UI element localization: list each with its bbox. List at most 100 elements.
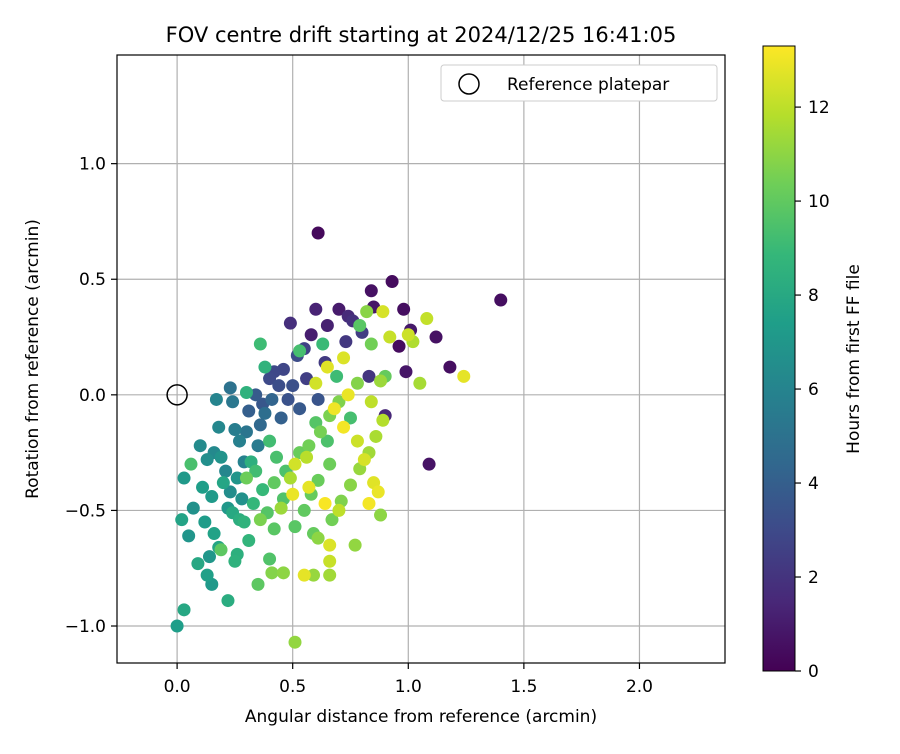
scatter-point bbox=[494, 293, 508, 307]
scatter-point bbox=[251, 439, 265, 453]
scatter-point bbox=[200, 568, 214, 582]
scatter-point bbox=[323, 538, 337, 552]
scatter-point bbox=[302, 439, 316, 453]
scatter-point bbox=[332, 503, 346, 517]
scatter-point bbox=[177, 603, 191, 617]
colorbar-tick-label: 6 bbox=[808, 380, 819, 400]
scatter-point bbox=[212, 420, 226, 434]
scatter-point bbox=[263, 434, 277, 448]
scatter-point bbox=[339, 335, 353, 349]
scatter-point bbox=[320, 434, 334, 448]
scatter-point bbox=[422, 457, 436, 471]
scatter-point bbox=[216, 476, 230, 490]
scatter-point bbox=[221, 594, 235, 608]
scatter-point bbox=[357, 453, 371, 467]
scatter-point bbox=[374, 508, 388, 522]
scatter-point bbox=[309, 376, 323, 390]
scatter-point bbox=[392, 339, 406, 353]
x-tick-label: 0.5 bbox=[279, 677, 306, 697]
scatter-point bbox=[263, 552, 277, 566]
colorbar-label: Hours from first FF file bbox=[844, 264, 864, 454]
scatter-point bbox=[376, 305, 390, 319]
scatter-point bbox=[193, 439, 207, 453]
scatter-point bbox=[184, 457, 198, 471]
scatter-point bbox=[263, 372, 277, 386]
scatter-point bbox=[198, 515, 212, 529]
scatter-point bbox=[253, 418, 267, 432]
scatter-point bbox=[214, 450, 228, 464]
scatter-point bbox=[343, 411, 357, 425]
scatter-point bbox=[362, 496, 376, 510]
scatter-point bbox=[270, 450, 284, 464]
scatter-point bbox=[325, 513, 339, 527]
scatter-point bbox=[376, 413, 390, 427]
scatter-point bbox=[251, 577, 265, 591]
scatter-point bbox=[293, 402, 307, 416]
scatter-point bbox=[265, 566, 279, 580]
scatter-point bbox=[223, 485, 237, 499]
scatter-point bbox=[311, 392, 325, 406]
y-tick-label: 0.5 bbox=[79, 270, 106, 290]
scatter-point bbox=[348, 538, 362, 552]
scatter-point bbox=[288, 520, 302, 534]
scatter-point bbox=[341, 388, 355, 402]
x-axis-label: Angular distance from reference (arcmin) bbox=[245, 707, 597, 727]
legend-label: Reference platepar bbox=[507, 75, 669, 95]
reference-marker bbox=[166, 384, 188, 406]
scatter-point bbox=[230, 471, 244, 485]
y-tick-label: 0.0 bbox=[79, 386, 106, 406]
plot-frame bbox=[116, 54, 726, 664]
scatter-point bbox=[399, 365, 413, 379]
scatter-point bbox=[353, 318, 367, 332]
scatter-point bbox=[350, 376, 364, 390]
colorbar-tick-label: 0 bbox=[808, 662, 819, 682]
scatter-point bbox=[323, 568, 337, 582]
scatter-point bbox=[318, 496, 332, 510]
scatter-point bbox=[397, 302, 411, 316]
scatter-point bbox=[283, 316, 297, 330]
scatter-point bbox=[443, 360, 457, 374]
scatter-point bbox=[316, 337, 330, 351]
scatter-point bbox=[286, 379, 300, 393]
colorbar-tick-label: 8 bbox=[808, 286, 819, 306]
scatter-point bbox=[274, 411, 288, 425]
scatter-point bbox=[420, 312, 434, 326]
scatter-point bbox=[327, 402, 341, 416]
scatter-point bbox=[337, 351, 351, 365]
scatter-point bbox=[226, 395, 240, 409]
scatter-point bbox=[311, 226, 325, 240]
scatter-point bbox=[182, 529, 196, 543]
scatter-point bbox=[320, 318, 334, 332]
colorbar-gradient bbox=[762, 45, 796, 672]
scatter-point bbox=[186, 501, 200, 515]
scatter-point bbox=[369, 429, 383, 443]
scatter-point bbox=[332, 302, 346, 316]
scatter-point bbox=[457, 369, 471, 383]
scatter-point bbox=[267, 522, 281, 536]
scatter-point bbox=[214, 543, 228, 557]
colorbar: 0 2 4 6 8 10 12 Hours from first FF file bbox=[762, 45, 864, 682]
scatter-point bbox=[233, 434, 247, 448]
scatter-point bbox=[253, 337, 267, 351]
colorbar-tick-label: 10 bbox=[808, 192, 830, 212]
x-tick-label: 2.0 bbox=[626, 677, 653, 697]
y-tick-label: 1.0 bbox=[79, 155, 106, 175]
scatter-point bbox=[274, 501, 288, 515]
scatter-point bbox=[309, 302, 323, 316]
scatter-point bbox=[343, 478, 357, 492]
scatter-point bbox=[200, 453, 214, 467]
scatter-point bbox=[249, 464, 263, 478]
scatter-point bbox=[219, 464, 233, 478]
scatter-point bbox=[239, 425, 253, 439]
y-tick-label: −1.0 bbox=[65, 617, 106, 637]
scatter-point bbox=[177, 471, 191, 485]
scatter-point bbox=[350, 434, 364, 448]
scatter-point bbox=[267, 476, 281, 490]
scatter-point bbox=[281, 392, 295, 406]
scatter-point bbox=[304, 328, 318, 342]
colorbar-tick-label: 4 bbox=[808, 474, 819, 494]
legend: Reference platepar bbox=[440, 64, 718, 102]
scatter-point bbox=[330, 369, 344, 383]
